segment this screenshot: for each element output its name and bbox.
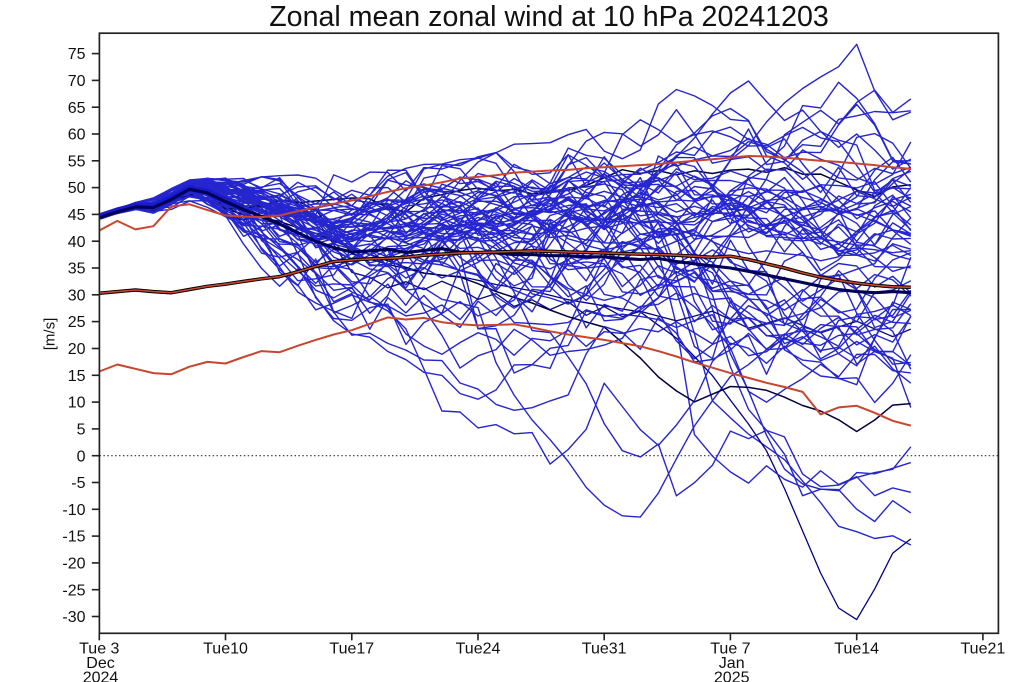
svg-text:50: 50 <box>68 180 86 197</box>
svg-text:25: 25 <box>68 314 86 331</box>
svg-text:40: 40 <box>68 234 86 251</box>
svg-text:-10: -10 <box>62 502 85 519</box>
svg-text:[m/s]: [m/s] <box>42 318 59 351</box>
svg-text:Tue 7: Tue 7 <box>710 641 750 658</box>
svg-text:45: 45 <box>68 207 86 224</box>
svg-text:-15: -15 <box>62 529 85 546</box>
svg-text:-25: -25 <box>62 582 85 599</box>
svg-text:-30: -30 <box>62 609 85 626</box>
svg-text:75: 75 <box>68 46 86 63</box>
svg-text:70: 70 <box>68 73 86 90</box>
svg-text:Tue17: Tue17 <box>329 641 374 658</box>
svg-text:35: 35 <box>68 261 86 278</box>
svg-text:65: 65 <box>68 100 86 117</box>
svg-text:0: 0 <box>77 448 86 465</box>
svg-text:Zonal mean zonal wind at 10 hP: Zonal mean zonal wind at 10 hPa 20241203 <box>269 1 829 33</box>
svg-text:15: 15 <box>68 368 86 385</box>
svg-text:30: 30 <box>68 287 86 304</box>
svg-text:Tue14: Tue14 <box>834 641 879 658</box>
svg-text:Tue31: Tue31 <box>582 641 627 658</box>
svg-text:5: 5 <box>77 422 86 439</box>
svg-text:60: 60 <box>68 127 86 144</box>
svg-text:-5: -5 <box>71 475 85 492</box>
svg-text:2025: 2025 <box>714 669 750 682</box>
svg-text:Jan: Jan <box>719 655 745 672</box>
svg-text:Tue21: Tue21 <box>961 641 1006 658</box>
svg-text:Tue24: Tue24 <box>456 641 501 658</box>
svg-text:2024: 2024 <box>83 669 119 682</box>
svg-text:Tue 3: Tue 3 <box>79 641 119 658</box>
svg-text:10: 10 <box>68 395 86 412</box>
svg-text:Dec: Dec <box>86 655 114 672</box>
svg-text:55: 55 <box>68 153 86 170</box>
svg-text:20: 20 <box>68 341 86 358</box>
svg-text:Tue10: Tue10 <box>203 641 248 658</box>
svg-text:-20: -20 <box>62 556 85 573</box>
